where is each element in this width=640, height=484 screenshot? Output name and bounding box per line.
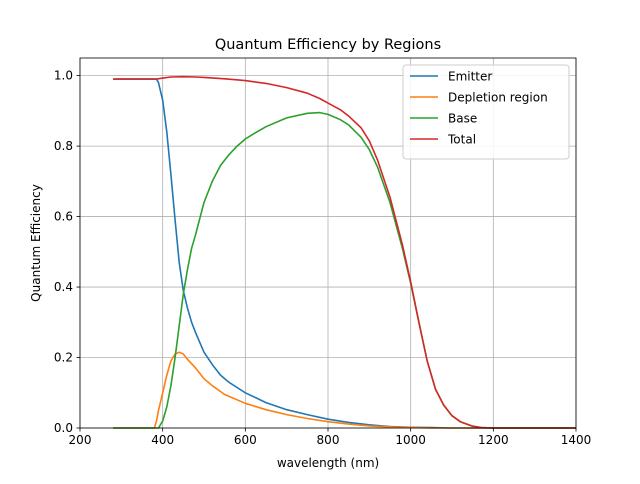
y-tick-label: 0.4 xyxy=(54,280,73,294)
y-axis-ticks: 0.0 0.2 0.4 0.6 0.8 1.0 xyxy=(54,69,80,435)
legend-box xyxy=(402,64,570,160)
y-tick-label: 1.0 xyxy=(54,69,73,83)
x-tick-label: 800 xyxy=(317,433,340,447)
legend-label-base: Base xyxy=(448,112,477,126)
chart-title: Quantum Efficiency by Regions xyxy=(215,37,441,53)
y-axis-label: Quantum Efficiency xyxy=(29,184,43,302)
x-axis-label: wavelength (nm) xyxy=(277,456,379,470)
y-tick-label: 0.0 xyxy=(54,421,73,435)
y-tick-label: 0.6 xyxy=(54,210,73,224)
x-tick-label: 1400 xyxy=(561,433,592,447)
x-axis-ticks: 200 400 600 800 1000 1200 1400 xyxy=(69,428,592,447)
legend-label-emitter: Emitter xyxy=(448,70,492,84)
x-tick-label: 400 xyxy=(151,433,174,447)
legend-label-depletion-region: Depletion region xyxy=(448,91,548,105)
legend: Emitter Depletion region Base Total xyxy=(402,64,570,160)
legend-label-total: Total xyxy=(447,133,476,147)
x-tick-label: 1200 xyxy=(478,433,509,447)
y-tick-label: 0.2 xyxy=(54,351,73,365)
x-tick-label: 600 xyxy=(234,433,257,447)
y-tick-label: 0.8 xyxy=(54,139,73,153)
series-line-total xyxy=(113,75,576,429)
x-tick-label: 1000 xyxy=(395,433,426,447)
x-tick-label: 200 xyxy=(69,433,92,447)
